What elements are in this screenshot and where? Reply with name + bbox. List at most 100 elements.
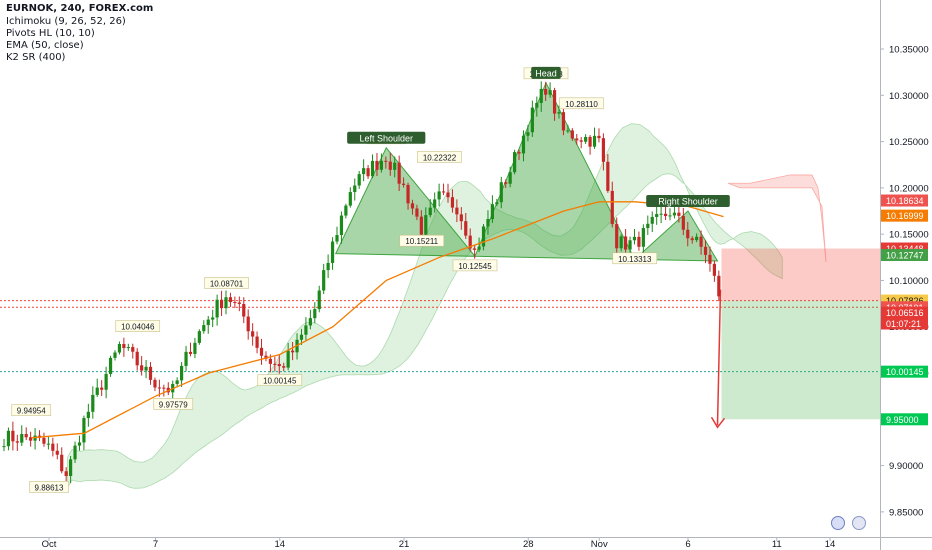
- candle-body: [362, 168, 366, 175]
- x-tick-label: 28: [523, 539, 534, 550]
- candle-body: [144, 366, 148, 371]
- take-profit-zone: [721, 300, 880, 420]
- ema-line: [31, 201, 724, 439]
- y-tick-label: 10.20000: [889, 183, 929, 194]
- short-position-tool[interactable]: [710, 248, 881, 429]
- arrow-down-icon: [710, 416, 726, 429]
- candle-body: [548, 90, 552, 95]
- y-tick-label: 10.10000: [889, 276, 929, 287]
- price-tag-label-0: 10.18634: [886, 196, 924, 206]
- pivot-label-bg-8: [417, 151, 462, 163]
- candle-body: [237, 302, 241, 304]
- candle-body: [557, 112, 561, 114]
- pivot-label-2: 10.04046: [121, 323, 155, 332]
- candle-body: [410, 203, 415, 209]
- y-tick-label: 9.90000: [889, 461, 923, 472]
- candle-body: [668, 215, 672, 217]
- candle-body: [650, 216, 654, 224]
- price-tags: 10.1863410.1699910.1344810.1274710.07826…: [881, 194, 928, 426]
- candle-body: [388, 161, 392, 170]
- logo-icon[interactable]: [831, 516, 845, 530]
- candle-body: [566, 130, 570, 132]
- candle-body: [535, 102, 539, 108]
- time-axis[interactable]: Oct 7 14 21 28 Nov 6 11 14: [42, 537, 836, 550]
- candle-body: [601, 138, 605, 162]
- candle-body: [504, 182, 508, 184]
- candle-body: [703, 246, 708, 255]
- candle-body: [717, 275, 721, 297]
- indicator-k2sr[interactable]: K2 SR (400): [6, 52, 66, 63]
- pivot-label-5: 10.00145: [263, 377, 297, 386]
- candle-body: [659, 213, 663, 215]
- candle-body: [370, 160, 375, 177]
- candle-body: [24, 433, 28, 438]
- price-tag-bg-1: [881, 209, 928, 222]
- symbol-title[interactable]: EURNOK, 240, FOREX.com: [6, 3, 154, 14]
- pivot-label-4: 10.08701: [210, 279, 244, 288]
- candle-body: [322, 270, 326, 291]
- indicator-ichimoku[interactable]: Ichimoku (9, 26, 52, 26): [6, 16, 126, 27]
- pivot-label-12: 10.13313: [618, 255, 652, 264]
- price-tag-label-4: 10.07826: [886, 296, 924, 306]
- candle-body: [184, 351, 188, 366]
- candle-body: [51, 443, 55, 451]
- candle-body: [477, 246, 481, 250]
- candle-body: [104, 373, 108, 390]
- candle-body: [561, 112, 566, 131]
- candle-body: [308, 318, 312, 326]
- indicator-ema[interactable]: EMA (50, close): [6, 40, 84, 51]
- cloud-red: [727, 174, 827, 262]
- candle-body: [464, 221, 468, 236]
- candle-body: [140, 365, 144, 371]
- candle-body: [433, 199, 437, 208]
- pivot-label-bg-2: [115, 320, 161, 332]
- candle-body: [544, 88, 548, 95]
- x-tick-label: 6: [685, 539, 690, 550]
- pivot-label-8: 10.22322: [423, 153, 457, 162]
- candlestick-series: [2, 81, 721, 484]
- pivot-label-0: 9.94954: [17, 407, 46, 416]
- candle-body: [91, 394, 95, 412]
- candle-body: [304, 325, 308, 335]
- projection-arrow-line: [716, 289, 722, 426]
- candle-body: [375, 160, 379, 170]
- y-tick-label: 9.85000: [889, 507, 923, 518]
- candle-body: [344, 205, 348, 216]
- x-tick-label: 7: [153, 539, 158, 550]
- candle-body: [251, 331, 255, 337]
- candle-body: [33, 435, 37, 441]
- candle-body: [299, 334, 304, 340]
- candle-body: [224, 297, 228, 309]
- pattern-label-bg-2: [646, 195, 730, 208]
- x-tick-label: 11: [772, 539, 782, 550]
- candle-body: [592, 135, 597, 147]
- candle-body: [286, 350, 290, 368]
- candle-body: [526, 132, 530, 136]
- candle-body: [455, 207, 459, 215]
- y-tick-label: 10.30000: [889, 91, 929, 102]
- candle-body: [468, 235, 472, 249]
- candle-body: [686, 229, 690, 239]
- price-tag-label-6: 10.06516: [886, 308, 924, 318]
- candle-body: [233, 302, 237, 304]
- candle-body: [402, 183, 406, 185]
- pattern-label-bg-1: [531, 66, 561, 79]
- candle-body: [219, 299, 224, 309]
- candle-body: [55, 450, 59, 455]
- candle-body: [326, 262, 330, 271]
- notifications-icon[interactable]: [852, 516, 866, 530]
- candle-body: [615, 224, 619, 249]
- candle-body: [446, 192, 450, 198]
- candle-body: [441, 191, 446, 193]
- candle-body: [282, 366, 286, 368]
- candle-body: [335, 235, 339, 242]
- price-tag-bg-9: [881, 413, 928, 426]
- pivot-label-7: 10.15211: [405, 237, 438, 246]
- candle-body: [490, 204, 494, 220]
- candle-body: [268, 358, 272, 364]
- indicator-pivots[interactable]: Pivots HL (10, 10): [6, 28, 95, 39]
- candle-body: [188, 351, 193, 354]
- candle-body: [424, 215, 428, 235]
- candle-body: [215, 299, 219, 318]
